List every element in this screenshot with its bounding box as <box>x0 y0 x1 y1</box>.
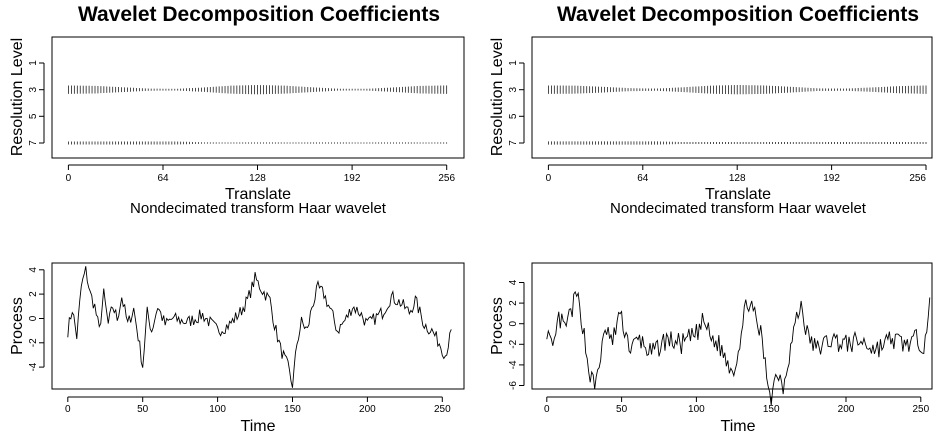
x-tick-label: 256 <box>438 173 455 184</box>
y-tick-label: 7 <box>508 140 519 146</box>
x-tick-label: 250 <box>434 404 451 415</box>
y-tick-label: 1 <box>508 60 519 66</box>
y-tick-label: -4 <box>508 360 519 369</box>
x-tick-label: 200 <box>838 404 855 415</box>
y-tick-label: -2 <box>508 339 519 348</box>
x-tick-label: 200 <box>359 404 376 415</box>
plot-frame <box>531 36 933 159</box>
y-axis-label: Process <box>489 297 506 355</box>
x-axis: 0 50 100 150 200 250 <box>65 396 451 415</box>
x-axis-label: Time <box>241 418 276 435</box>
panel-title: Wavelet Decomposition Coefficients <box>78 3 440 26</box>
y-tick-label: -6 <box>508 381 519 390</box>
y-tick-label: -4 <box>28 362 39 371</box>
x-tick-label: 256 <box>909 173 926 184</box>
x-tick-label: 0 <box>544 404 550 415</box>
x-tick-label: 0 <box>66 173 72 184</box>
x-axis: 0 50 100 150 200 250 <box>544 396 930 415</box>
plot-frame <box>531 262 933 390</box>
y-axis: -4 -2 0 2 4 <box>28 267 45 372</box>
x-tick-label: 0 <box>65 404 71 415</box>
process-line <box>67 266 452 388</box>
x-tick-label: 64 <box>637 173 649 184</box>
x-tick-label: 150 <box>284 404 301 415</box>
x-axis: 0 64 128 192 256 <box>66 164 455 184</box>
x-tick-label: 100 <box>209 404 226 415</box>
coefficient-marks <box>68 84 448 145</box>
x-axis: 0 64 128 192 256 <box>546 164 927 184</box>
x-axis-label: Translate <box>225 186 291 203</box>
y-tick-label: 3 <box>28 86 39 92</box>
y-tick-label: 7 <box>28 140 39 146</box>
wavelet-panel-left: Wavelet Decomposition Coefficients 0 64 … <box>9 3 465 217</box>
x-tick-label: 50 <box>137 404 149 415</box>
y-axis-label: Process <box>9 297 26 355</box>
plot-frame <box>51 262 465 390</box>
wavelet-panel-right: Wavelet Decomposition Coefficients 0 64 … <box>489 3 933 217</box>
y-tick-label: 4 <box>508 279 519 285</box>
plot-frame <box>51 36 465 159</box>
panel-subtitle: Nondecimated transform Haar wavelet <box>130 200 387 217</box>
panel-subtitle: Nondecimated transform Haar wavelet <box>610 200 867 217</box>
y-tick-label: 2 <box>508 300 519 306</box>
y-tick-label: 5 <box>28 113 39 119</box>
y-tick-label: 1 <box>28 60 39 66</box>
y-tick-label: 2 <box>28 291 39 297</box>
x-tick-label: 0 <box>546 173 552 184</box>
process-line <box>546 290 931 406</box>
y-axis-label: Resolution Level <box>489 38 506 156</box>
process-panel-right: 0 50 100 150 200 250 -6 -4 -2 0 2 4 Time… <box>489 262 933 435</box>
x-tick-label: 150 <box>763 404 780 415</box>
y-axis: 1 3 5 7 <box>508 60 525 146</box>
y-tick-label: 0 <box>508 320 519 326</box>
x-tick-label: 192 <box>823 173 840 184</box>
y-tick-label: 0 <box>28 315 39 321</box>
x-tick-label: 128 <box>729 173 746 184</box>
x-tick-label: 128 <box>249 173 266 184</box>
y-axis: 1 3 5 7 <box>28 60 45 146</box>
process-panel-left: 0 50 100 150 200 250 -4 -2 0 2 4 Time Pr… <box>9 262 465 435</box>
x-tick-label: 64 <box>157 173 169 184</box>
panel-title: Wavelet Decomposition Coefficients <box>557 3 919 26</box>
y-axis: -6 -4 -2 0 2 4 <box>508 279 525 390</box>
x-tick-label: 192 <box>344 173 361 184</box>
y-axis-label: Resolution Level <box>9 38 26 156</box>
y-tick-label: -2 <box>28 338 39 347</box>
y-tick-label: 5 <box>508 113 519 119</box>
x-tick-label: 100 <box>688 404 705 415</box>
y-tick-label: 3 <box>508 86 519 92</box>
x-axis-label: Time <box>721 418 756 435</box>
x-tick-label: 50 <box>616 404 628 415</box>
x-tick-label: 250 <box>912 404 929 415</box>
y-tick-label: 4 <box>28 267 39 273</box>
coefficient-marks <box>548 84 927 145</box>
x-axis-label: Translate <box>705 186 771 203</box>
